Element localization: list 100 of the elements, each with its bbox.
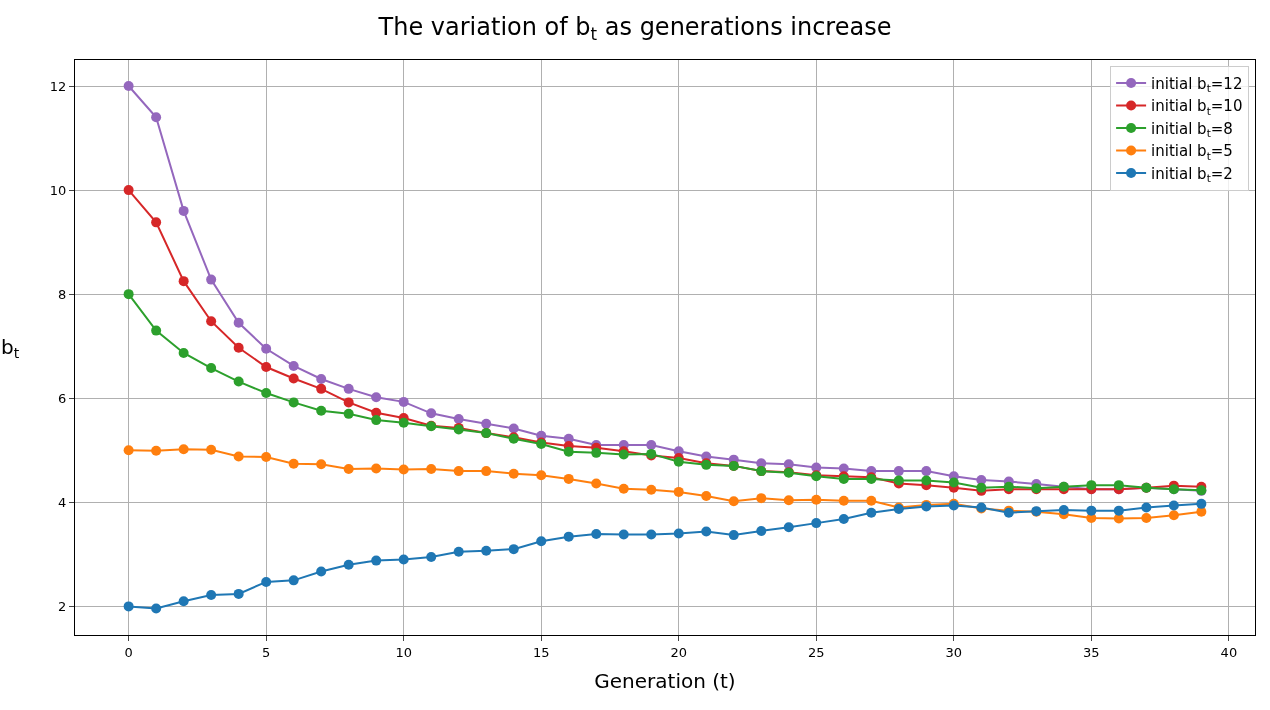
point bbox=[948, 477, 959, 488]
point bbox=[1168, 500, 1179, 511]
point bbox=[811, 518, 822, 529]
x-tick-label: 15 bbox=[532, 644, 550, 660]
point bbox=[343, 383, 354, 394]
point bbox=[921, 466, 932, 477]
x-tick-label: 40 bbox=[1220, 644, 1238, 660]
chart-title: The variation of b$_{t}$ as generations increase bbox=[377, 12, 892, 44]
x-tick-label: 10 bbox=[395, 644, 412, 660]
point bbox=[1113, 480, 1124, 491]
x-tick-label: 0 bbox=[124, 644, 133, 660]
point bbox=[206, 363, 217, 374]
x-axis-title: Generation (t) bbox=[594, 669, 736, 694]
point bbox=[178, 205, 189, 216]
point bbox=[426, 408, 437, 419]
point bbox=[288, 575, 299, 586]
point bbox=[371, 415, 382, 426]
point bbox=[701, 526, 712, 537]
point bbox=[261, 576, 272, 587]
point bbox=[646, 529, 657, 540]
legend-label: initial b$_{t}$=10 bbox=[1151, 97, 1243, 117]
point bbox=[838, 513, 849, 524]
legend-label: initial b$_{t}$=8 bbox=[1151, 119, 1233, 139]
point bbox=[591, 447, 602, 458]
point bbox=[728, 496, 739, 507]
y-tick-label: 10 bbox=[49, 182, 67, 198]
point bbox=[398, 464, 409, 475]
point bbox=[508, 544, 519, 555]
point bbox=[508, 423, 519, 434]
point bbox=[426, 551, 437, 562]
point bbox=[151, 112, 162, 123]
point bbox=[618, 483, 629, 494]
point bbox=[343, 397, 354, 408]
point bbox=[316, 405, 327, 416]
point bbox=[371, 463, 382, 474]
point bbox=[316, 373, 327, 384]
y-tick-label: 8 bbox=[58, 286, 67, 302]
point bbox=[1168, 510, 1179, 521]
y-tick-label: 2 bbox=[58, 598, 67, 614]
point bbox=[921, 475, 932, 486]
y-tick-label: 4 bbox=[58, 494, 67, 510]
point bbox=[398, 396, 409, 407]
x-tick-label: 30 bbox=[945, 644, 963, 660]
point bbox=[123, 185, 134, 196]
point bbox=[783, 495, 794, 506]
point bbox=[233, 342, 244, 353]
point bbox=[646, 484, 657, 495]
point bbox=[206, 444, 217, 455]
point bbox=[673, 528, 684, 539]
point bbox=[206, 589, 217, 600]
point bbox=[206, 316, 217, 327]
point bbox=[288, 458, 299, 469]
point bbox=[536, 470, 547, 481]
point bbox=[536, 536, 547, 547]
legend-label: initial b$_{t}$=5 bbox=[1151, 142, 1233, 162]
point bbox=[591, 529, 602, 540]
point bbox=[343, 559, 354, 570]
point bbox=[728, 530, 739, 541]
point bbox=[233, 376, 244, 387]
x-tick-label: 5 bbox=[262, 644, 271, 660]
point bbox=[316, 383, 327, 394]
point bbox=[371, 392, 382, 403]
point bbox=[646, 440, 657, 451]
point bbox=[261, 452, 272, 463]
point bbox=[261, 362, 272, 373]
x-tick-label: 25 bbox=[808, 644, 825, 660]
point bbox=[701, 491, 712, 502]
point bbox=[673, 486, 684, 497]
point bbox=[178, 596, 189, 607]
point bbox=[288, 373, 299, 384]
point bbox=[1058, 505, 1069, 516]
y-axis-title: b$_{t}$ bbox=[1, 335, 20, 362]
x-tick-label: 20 bbox=[670, 644, 688, 660]
x-tick-label: 35 bbox=[1083, 644, 1100, 660]
point bbox=[1141, 502, 1152, 513]
point bbox=[591, 478, 602, 489]
point bbox=[563, 531, 574, 542]
point bbox=[261, 343, 272, 354]
point bbox=[316, 459, 327, 470]
point bbox=[453, 466, 464, 477]
point bbox=[453, 414, 464, 425]
point bbox=[288, 360, 299, 371]
point bbox=[123, 601, 134, 612]
point bbox=[233, 451, 244, 462]
point bbox=[178, 347, 189, 358]
point bbox=[398, 554, 409, 565]
point bbox=[838, 495, 849, 506]
point bbox=[206, 274, 217, 285]
point bbox=[866, 507, 877, 518]
point bbox=[756, 493, 767, 504]
point bbox=[756, 525, 767, 536]
point bbox=[178, 444, 189, 455]
y-tick-label: 12 bbox=[49, 78, 67, 94]
point bbox=[481, 418, 492, 429]
point bbox=[1196, 498, 1207, 509]
point bbox=[1141, 512, 1152, 523]
point bbox=[783, 522, 794, 533]
point bbox=[481, 545, 492, 556]
point bbox=[1086, 505, 1097, 516]
point bbox=[1113, 505, 1124, 516]
